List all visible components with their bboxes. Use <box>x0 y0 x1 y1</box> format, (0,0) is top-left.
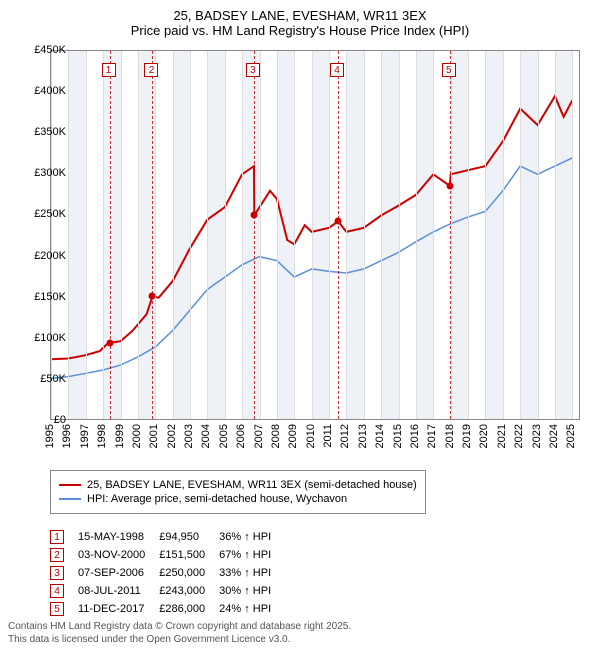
event-date: 08-JUL-2011 <box>78 582 159 600</box>
x-tick-label: 2012 <box>339 424 351 448</box>
x-tick-label: 2008 <box>270 424 282 448</box>
x-tick-label: 2023 <box>531 424 543 448</box>
event-delta: 33% ↑ HPI <box>219 564 285 582</box>
event-delta: 30% ↑ HPI <box>219 582 285 600</box>
x-tick-label: 1996 <box>61 424 73 448</box>
marker-dot <box>446 182 453 189</box>
event-row: 1 15-MAY-1998£94,95036% ↑ HPI <box>50 528 285 546</box>
events-table: 1 15-MAY-1998£94,95036% ↑ HPI 2 03-NOV-2000… <box>50 528 285 618</box>
y-tick-label: £400K <box>18 85 66 97</box>
event-price: £151,500 <box>159 546 219 564</box>
legend-label: HPI: Average price, semi-detached house,… <box>87 493 347 505</box>
title-block: 25, BADSEY LANE, EVESHAM, WR11 3EX Price… <box>0 0 600 42</box>
footer: Contains HM Land Registry data © Crown c… <box>8 621 351 646</box>
x-tick-label: 2019 <box>461 424 473 448</box>
y-tick-label: £0 <box>18 414 66 426</box>
marker-dot <box>250 212 257 219</box>
y-tick-label: £150K <box>18 291 66 303</box>
footer-line: This data is licensed under the Open Gov… <box>8 634 351 647</box>
event-delta: 24% ↑ HPI <box>219 600 285 618</box>
chart-svg <box>51 51 581 421</box>
x-tick-label: 2010 <box>305 424 317 448</box>
event-delta: 36% ↑ HPI <box>219 528 285 546</box>
marker-dot <box>149 293 156 300</box>
x-tick-label: 1995 <box>44 424 56 448</box>
event-row: 5 11-DEC-2017£286,00024% ↑ HPI <box>50 600 285 618</box>
x-tick-label: 2011 <box>322 424 334 448</box>
title-subtitle: Price paid vs. HM Land Registry's House … <box>10 23 590 38</box>
marker-dot <box>106 339 113 346</box>
event-badge: 3 <box>50 566 64 580</box>
y-tick-label: £350K <box>18 126 66 138</box>
event-row: 2 03-NOV-2000£151,50067% ↑ HPI <box>50 546 285 564</box>
x-tick-label: 2018 <box>444 424 456 448</box>
y-tick-label: £100K <box>18 332 66 344</box>
x-tick-label: 2001 <box>148 424 160 448</box>
y-tick-label: £50K <box>18 373 66 385</box>
x-tick-label: 2024 <box>548 424 560 448</box>
x-tick-label: 2007 <box>253 424 265 448</box>
x-tick-label: 1997 <box>79 424 91 448</box>
event-price: £286,000 <box>159 600 219 618</box>
event-badge: 2 <box>50 548 64 562</box>
y-tick-label: £450K <box>18 44 66 56</box>
event-badge: 1 <box>50 530 64 544</box>
x-tick-label: 2020 <box>478 424 490 448</box>
x-tick-label: 2003 <box>183 424 195 448</box>
x-tick-label: 2015 <box>392 424 404 448</box>
x-tick-label: 2002 <box>166 424 178 448</box>
marker-badge: 4 <box>330 63 344 77</box>
x-tick-label: 2014 <box>374 424 386 448</box>
event-date: 15-MAY-1998 <box>78 528 159 546</box>
chart-container: 25, BADSEY LANE, EVESHAM, WR11 3EX Price… <box>0 0 600 650</box>
event-delta: 67% ↑ HPI <box>219 546 285 564</box>
x-tick-label: 2016 <box>409 424 421 448</box>
x-tick-label: 2000 <box>131 424 143 448</box>
event-date: 03-NOV-2000 <box>78 546 159 564</box>
event-price: £94,950 <box>159 528 219 546</box>
legend-label: 25, BADSEY LANE, EVESHAM, WR11 3EX (semi… <box>87 479 417 491</box>
legend-swatch <box>59 484 81 486</box>
marker-badge: 5 <box>442 63 456 77</box>
event-date: 07-SEP-2006 <box>78 564 159 582</box>
marker-dot <box>335 218 342 225</box>
x-tick-label: 2017 <box>426 424 438 448</box>
event-date: 11-DEC-2017 <box>78 600 159 618</box>
footer-line: Contains HM Land Registry data © Crown c… <box>8 621 351 634</box>
y-tick-label: £300K <box>18 167 66 179</box>
x-tick-label: 2021 <box>496 424 508 448</box>
x-tick-label: 1998 <box>96 424 108 448</box>
x-tick-label: 2009 <box>287 424 299 448</box>
event-row: 3 07-SEP-2006£250,00033% ↑ HPI <box>50 564 285 582</box>
y-tick-label: £250K <box>18 208 66 220</box>
x-tick-label: 2004 <box>200 424 212 448</box>
chart-area: 1 2 3 4 5 <box>50 50 580 420</box>
legend: 25, BADSEY LANE, EVESHAM, WR11 3EX (semi… <box>50 470 426 514</box>
event-price: £250,000 <box>159 564 219 582</box>
y-tick-label: £200K <box>18 250 66 262</box>
legend-item: HPI: Average price, semi-detached house,… <box>59 493 417 505</box>
x-tick-label: 1999 <box>114 424 126 448</box>
x-tick-label: 2022 <box>513 424 525 448</box>
legend-swatch <box>59 498 81 500</box>
x-tick-label: 2025 <box>565 424 577 448</box>
marker-badge: 3 <box>246 63 260 77</box>
title-address: 25, BADSEY LANE, EVESHAM, WR11 3EX <box>10 8 590 23</box>
event-row: 4 08-JUL-2011£243,00030% ↑ HPI <box>50 582 285 600</box>
x-tick-label: 2005 <box>218 424 230 448</box>
marker-badge: 2 <box>144 63 158 77</box>
marker-badge: 1 <box>102 63 116 77</box>
event-badge: 5 <box>50 602 64 616</box>
x-tick-label: 2006 <box>235 424 247 448</box>
legend-item: 25, BADSEY LANE, EVESHAM, WR11 3EX (semi… <box>59 479 417 491</box>
x-tick-label: 2013 <box>357 424 369 448</box>
event-price: £243,000 <box>159 582 219 600</box>
event-badge: 4 <box>50 584 64 598</box>
